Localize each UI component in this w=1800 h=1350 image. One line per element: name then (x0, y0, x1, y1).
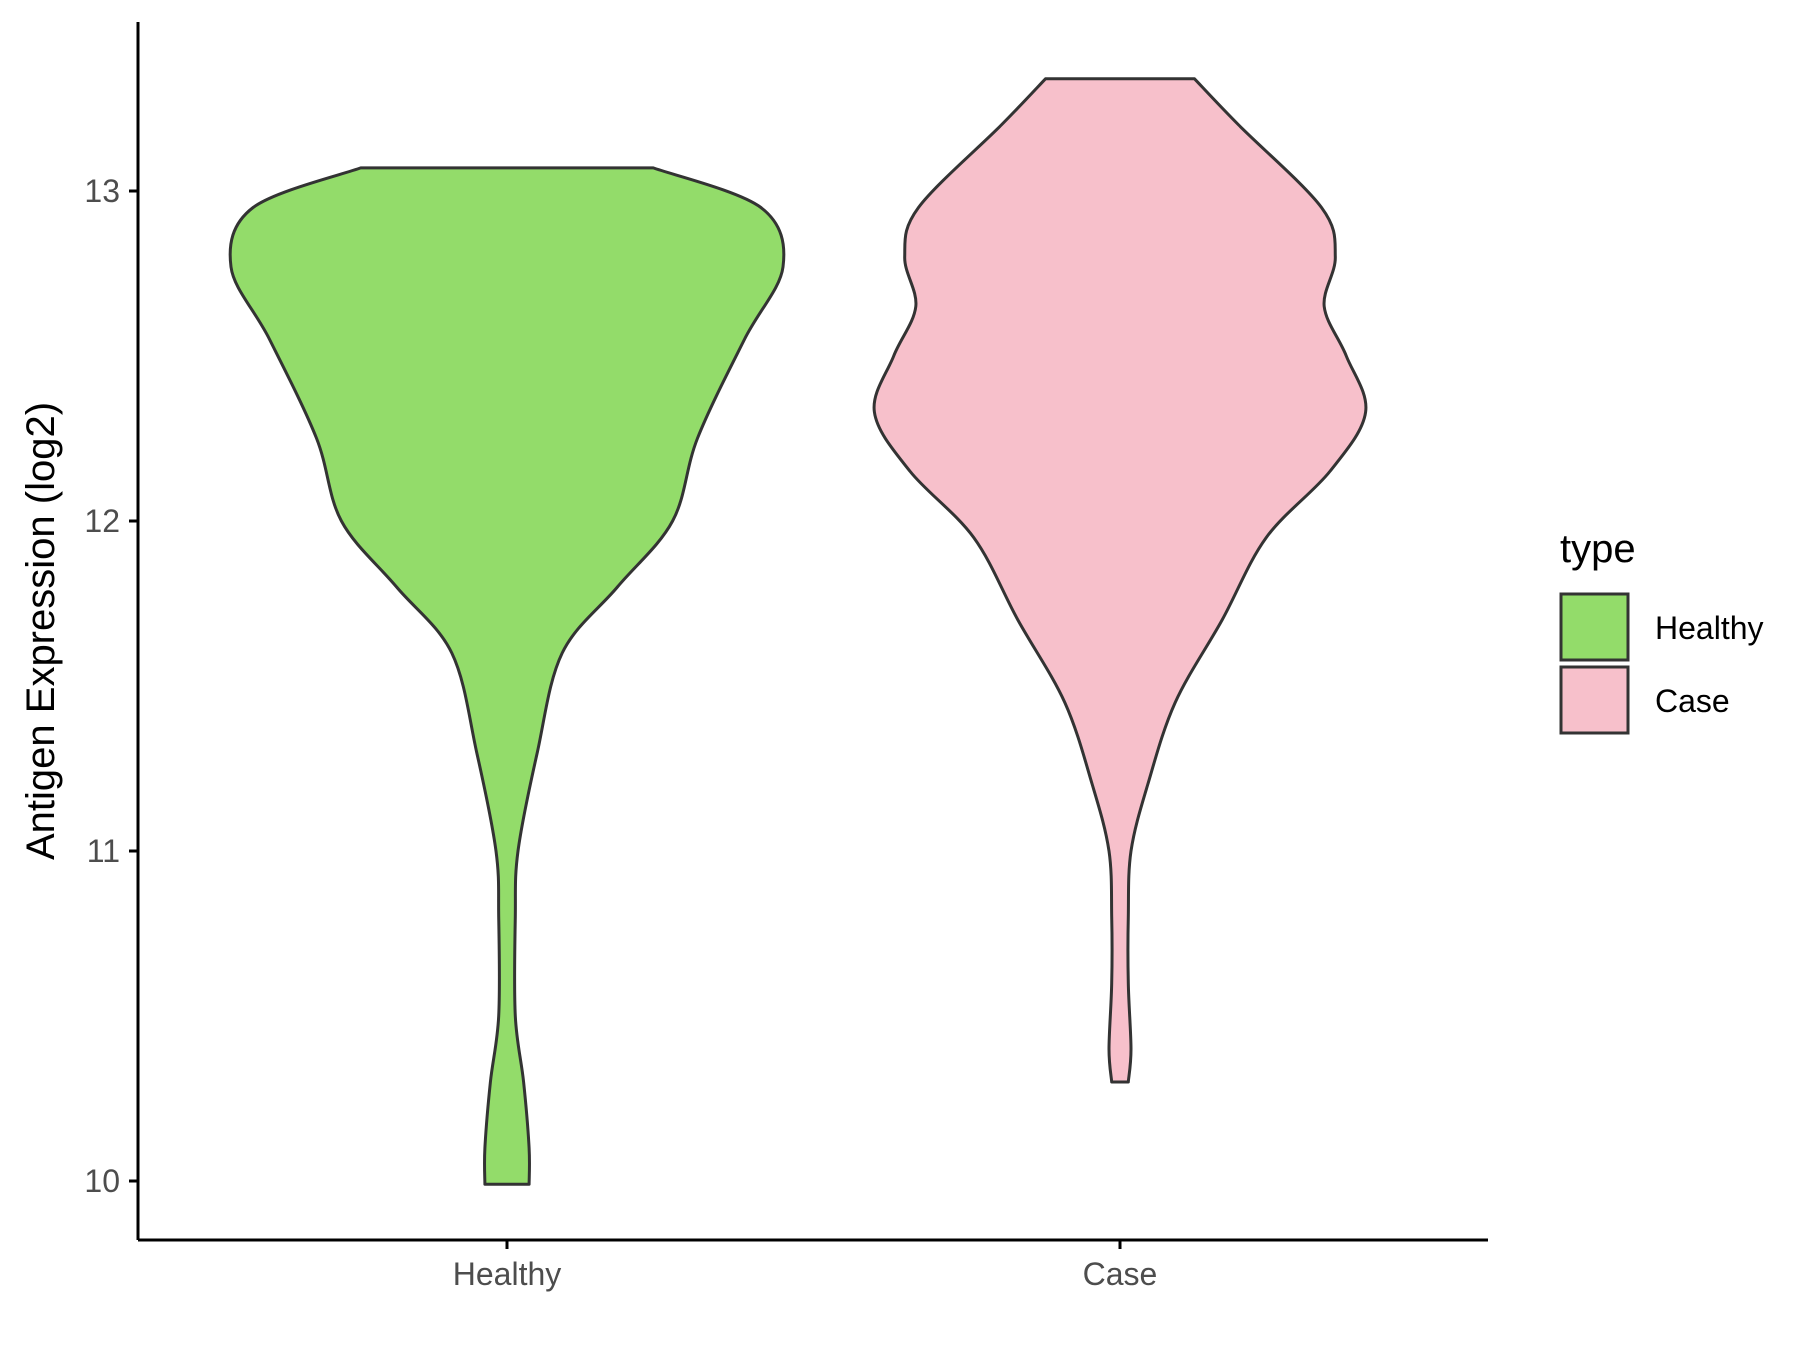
legend: type Healthy Case (1559, 527, 1764, 735)
legend-label-case: Case (1655, 683, 1730, 719)
y-tick-label: 13 (84, 173, 120, 209)
y-axis-title: Antigen Expression (log2) (19, 402, 63, 860)
legend-label-healthy: Healthy (1655, 610, 1764, 646)
y-ticks-layer: 10 11 12 13 (84, 173, 138, 1199)
violin-case (872, 77, 1368, 1084)
legend-title: type (1560, 527, 1636, 571)
y-tick-label: 12 (84, 503, 120, 539)
axes-layer (136, 22, 1488, 1242)
legend-swatch-healthy (1559, 592, 1630, 662)
violins-layer (228, 77, 1368, 1186)
legend-items: Healthy Case (1559, 592, 1764, 735)
legend-swatch-case (1559, 665, 1630, 735)
y-tick-label: 10 (84, 1163, 120, 1199)
x-tick-label: Healthy (453, 1256, 562, 1292)
y-tick-label: 11 (87, 833, 120, 869)
x-ticks-layer: Healthy Case (453, 1240, 1158, 1292)
violin-healthy (228, 166, 786, 1186)
x-tick-label: Case (1083, 1256, 1158, 1292)
